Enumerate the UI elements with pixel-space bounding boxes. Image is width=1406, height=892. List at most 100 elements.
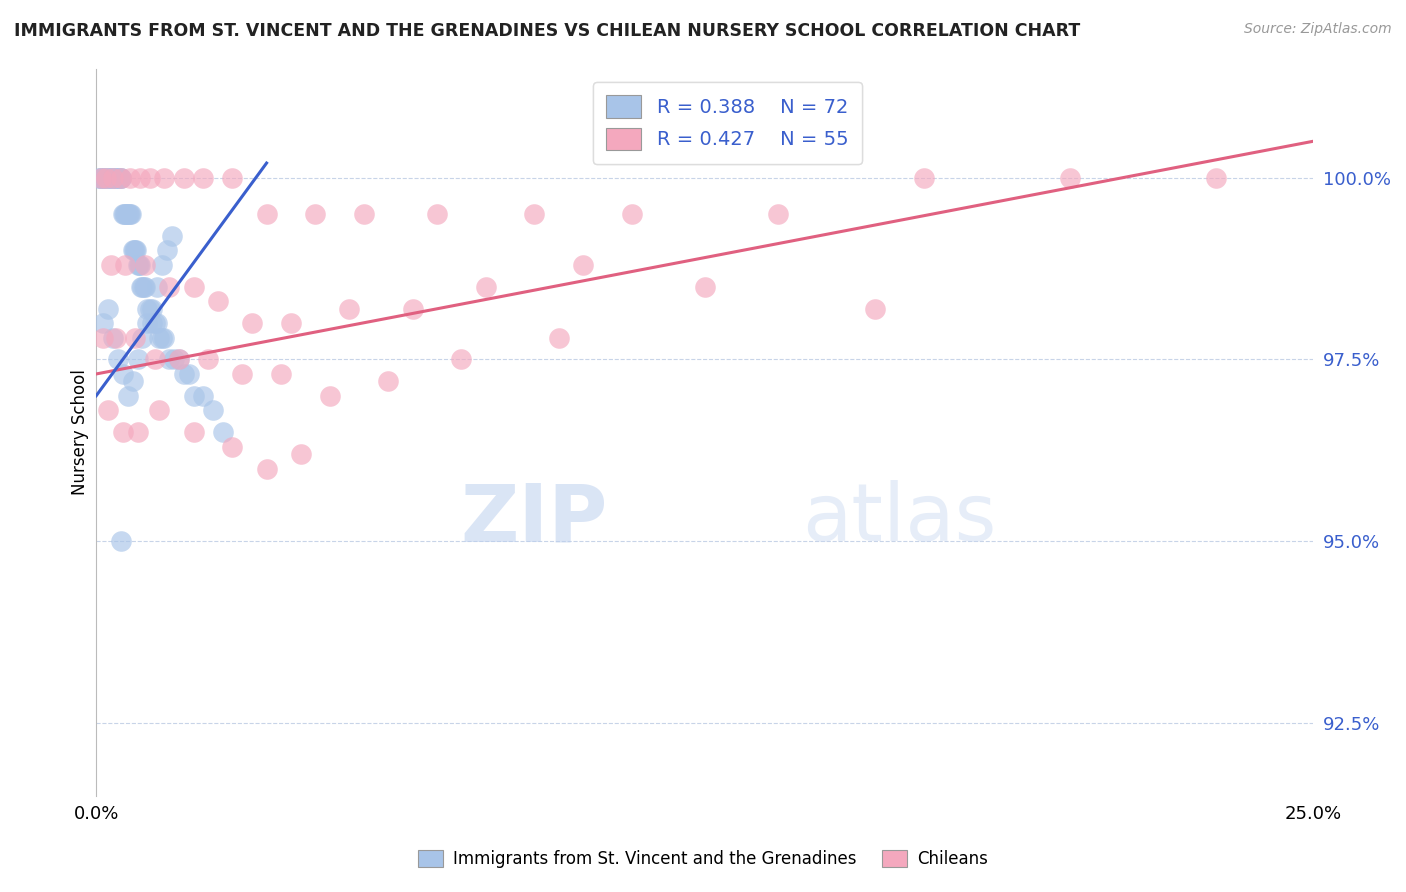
Point xyxy=(132,279,155,293)
Point xyxy=(221,440,243,454)
Point xyxy=(150,258,173,272)
Point xyxy=(117,207,139,221)
Y-axis label: Nursery School: Nursery School xyxy=(72,369,89,495)
Point xyxy=(141,316,163,330)
Point xyxy=(100,170,122,185)
Legend: Immigrants from St. Vincent and the Grenadines, Chileans: Immigrants from St. Vincent and the Gren… xyxy=(412,843,994,875)
Text: atlas: atlas xyxy=(801,481,997,558)
Point xyxy=(304,207,326,221)
Point xyxy=(153,170,176,185)
Point xyxy=(104,330,127,344)
Point xyxy=(127,258,149,272)
Point xyxy=(547,330,569,344)
Point xyxy=(193,170,215,185)
Point xyxy=(202,403,225,417)
Point xyxy=(426,207,449,221)
Point xyxy=(94,170,117,185)
Point xyxy=(167,352,190,367)
Point xyxy=(766,207,789,221)
Point xyxy=(353,207,375,221)
Point xyxy=(173,367,195,381)
Point xyxy=(207,294,229,309)
Point xyxy=(134,279,156,293)
Point xyxy=(146,316,169,330)
Point xyxy=(120,170,142,185)
Point xyxy=(129,170,152,185)
Point xyxy=(122,244,145,258)
Point xyxy=(148,403,170,417)
Point xyxy=(157,279,180,293)
Point xyxy=(100,170,122,185)
Point xyxy=(136,301,159,316)
Point xyxy=(183,279,205,293)
Point xyxy=(693,279,716,293)
Point xyxy=(91,170,114,185)
Point xyxy=(110,170,132,185)
Point xyxy=(863,301,886,316)
Point xyxy=(156,244,179,258)
Point xyxy=(107,170,129,185)
Point xyxy=(125,244,148,258)
Point xyxy=(256,207,278,221)
Point xyxy=(124,330,146,344)
Point xyxy=(98,170,121,185)
Point xyxy=(141,301,163,316)
Point xyxy=(111,425,134,439)
Point xyxy=(221,170,243,185)
Point xyxy=(129,279,152,293)
Point xyxy=(377,374,399,388)
Point xyxy=(401,301,423,316)
Point xyxy=(90,170,112,185)
Point xyxy=(183,425,205,439)
Point xyxy=(118,207,141,221)
Point xyxy=(120,207,142,221)
Point xyxy=(93,316,115,330)
Point xyxy=(153,330,176,344)
Point xyxy=(115,207,138,221)
Point xyxy=(1205,170,1227,185)
Point xyxy=(121,244,143,258)
Point xyxy=(93,170,115,185)
Point xyxy=(183,389,205,403)
Point xyxy=(105,170,128,185)
Point xyxy=(177,367,200,381)
Point xyxy=(110,170,132,185)
Point xyxy=(127,425,149,439)
Point xyxy=(157,352,180,367)
Point xyxy=(337,301,360,316)
Point xyxy=(143,352,166,367)
Point xyxy=(131,279,153,293)
Point xyxy=(136,316,159,330)
Point xyxy=(450,352,472,367)
Point xyxy=(127,352,149,367)
Point xyxy=(167,352,190,367)
Point xyxy=(280,316,302,330)
Text: IMMIGRANTS FROM ST. VINCENT AND THE GRENADINES VS CHILEAN NURSERY SCHOOL CORRELA: IMMIGRANTS FROM ST. VINCENT AND THE GREN… xyxy=(14,22,1080,40)
Point xyxy=(143,316,166,330)
Point xyxy=(131,330,153,344)
Point xyxy=(100,258,122,272)
Point xyxy=(124,244,146,258)
Point xyxy=(107,352,129,367)
Point xyxy=(114,207,136,221)
Point xyxy=(89,170,111,185)
Point xyxy=(256,461,278,475)
Point xyxy=(97,170,120,185)
Legend: R = 0.388    N = 72, R = 0.427    N = 55: R = 0.388 N = 72, R = 0.427 N = 55 xyxy=(593,82,862,164)
Point xyxy=(112,207,135,221)
Point xyxy=(110,170,132,185)
Point xyxy=(94,170,117,185)
Point xyxy=(104,170,127,185)
Text: ZIP: ZIP xyxy=(460,481,607,558)
Point xyxy=(160,228,183,243)
Point xyxy=(290,447,312,461)
Point xyxy=(117,389,139,403)
Point xyxy=(108,170,131,185)
Point xyxy=(148,330,170,344)
Point xyxy=(111,367,134,381)
Text: Source: ZipAtlas.com: Source: ZipAtlas.com xyxy=(1244,22,1392,37)
Point xyxy=(620,207,643,221)
Point xyxy=(231,367,253,381)
Point xyxy=(474,279,496,293)
Point xyxy=(129,258,152,272)
